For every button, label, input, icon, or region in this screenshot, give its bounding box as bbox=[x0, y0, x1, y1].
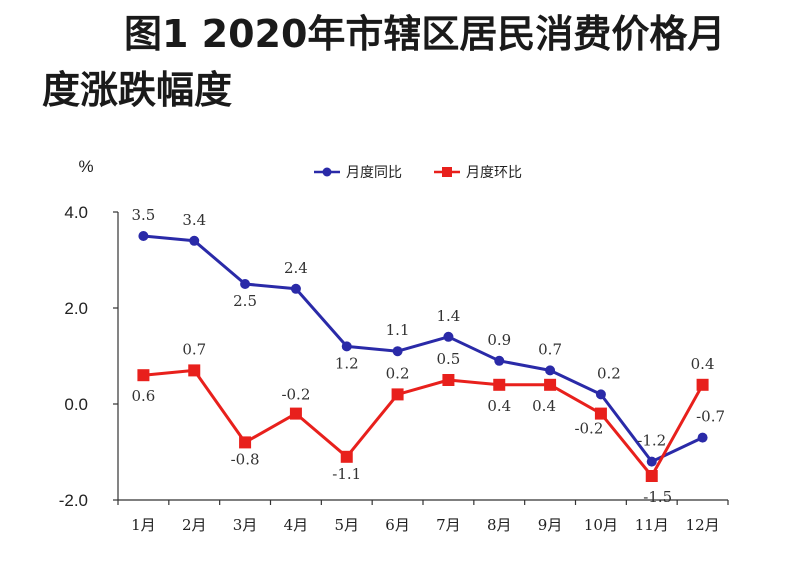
data-point bbox=[442, 374, 455, 386]
x-tick-label: 2月 bbox=[182, 516, 207, 534]
data-label: -0.8 bbox=[231, 450, 260, 468]
chart-legend: 月度同比 月度环比 bbox=[314, 165, 522, 181]
data-point bbox=[595, 389, 606, 400]
data-point bbox=[239, 436, 252, 449]
data-label: 0.7 bbox=[182, 340, 206, 358]
data-label: -1.2 bbox=[637, 432, 666, 450]
y-tick-label: -2.0 bbox=[59, 491, 88, 510]
data-label: -0.2 bbox=[281, 386, 310, 404]
data-point bbox=[391, 388, 404, 401]
data-label: 0.4 bbox=[691, 355, 715, 373]
data-label: 0.4 bbox=[532, 397, 556, 415]
data-point bbox=[189, 235, 200, 246]
data-point bbox=[645, 470, 658, 482]
data-point bbox=[696, 378, 709, 391]
data-label: 1.1 bbox=[386, 321, 410, 339]
data-point bbox=[493, 378, 506, 391]
legend-marker-square bbox=[442, 167, 452, 177]
legend-label: 月度同比 bbox=[346, 165, 402, 181]
chart-data-labels: 3.5 3.4 2.5 2.4 1.2 1.1 1.4 0.9 0.7 0.2 -1.2 -0.7 0.… bbox=[131, 206, 725, 506]
data-point bbox=[544, 378, 557, 391]
x-tick-label: 11月 bbox=[635, 516, 669, 534]
data-label: -0.2 bbox=[574, 420, 603, 438]
data-point bbox=[697, 432, 708, 443]
data-label: 1.4 bbox=[436, 307, 460, 325]
data-point bbox=[594, 407, 607, 420]
x-tick-label: 7月 bbox=[436, 516, 461, 534]
x-tick-label: 4月 bbox=[284, 516, 309, 534]
legend-label: 月度环比 bbox=[466, 165, 522, 181]
series-line-2 bbox=[143, 368, 704, 478]
data-point bbox=[545, 365, 556, 376]
x-tick-label: 5月 bbox=[334, 516, 359, 534]
data-point bbox=[646, 456, 657, 467]
data-point bbox=[290, 283, 301, 294]
data-point bbox=[340, 450, 353, 463]
data-point bbox=[494, 355, 505, 366]
data-label: 2.4 bbox=[284, 259, 308, 277]
data-label: 2.5 bbox=[233, 292, 257, 310]
chart-title-line1: 图1 2020年市辖区居民消费价格月 bbox=[124, 12, 726, 56]
x-tick-label: 12月 bbox=[686, 516, 720, 534]
chart-axes: 4.0 2.0 0.0 -2.0% 1月 2月 3月 4月 5月 6月 7月 8月 9月 10月 11月 12… bbox=[59, 157, 729, 534]
data-label: 0.2 bbox=[597, 364, 621, 382]
data-label: 0.7 bbox=[538, 340, 562, 358]
chart-title-line2: 度涨跌幅度 bbox=[42, 68, 233, 112]
x-tick-label: 10月 bbox=[584, 516, 618, 534]
chart-series bbox=[137, 231, 709, 482]
data-label: 0.5 bbox=[436, 350, 460, 368]
data-label: 1.2 bbox=[335, 354, 359, 372]
y-axis-label: % bbox=[78, 157, 93, 176]
data-point bbox=[392, 346, 403, 357]
data-label: 0.6 bbox=[131, 387, 155, 405]
data-label: 0.4 bbox=[487, 397, 511, 415]
x-tick-label: 8月 bbox=[487, 516, 512, 534]
data-label: 3.5 bbox=[131, 206, 155, 224]
data-label: 3.4 bbox=[182, 211, 206, 229]
data-point bbox=[137, 369, 150, 382]
data-label: -0.7 bbox=[696, 408, 725, 426]
data-point bbox=[443, 331, 454, 342]
x-tick-label: 9月 bbox=[538, 516, 563, 534]
data-point bbox=[240, 279, 251, 289]
data-point bbox=[341, 341, 352, 352]
x-tick-label: 6月 bbox=[385, 516, 410, 534]
data-label: 0.9 bbox=[487, 331, 511, 349]
data-point bbox=[138, 231, 149, 241]
y-tick-label: 4.0 bbox=[64, 203, 88, 222]
y-tick-label: 0.0 bbox=[64, 395, 88, 414]
series-line-1 bbox=[143, 234, 704, 464]
data-label: -1.1 bbox=[332, 465, 361, 483]
data-label: -1.5 bbox=[643, 488, 672, 506]
legend-marker-circle bbox=[322, 167, 332, 177]
x-tick-label: 1月 bbox=[131, 516, 156, 534]
x-tick-label: 3月 bbox=[233, 516, 258, 534]
data-point bbox=[188, 364, 201, 377]
data-label: 0.2 bbox=[386, 364, 410, 382]
y-tick-label: 2.0 bbox=[64, 299, 88, 318]
data-point bbox=[289, 407, 302, 420]
